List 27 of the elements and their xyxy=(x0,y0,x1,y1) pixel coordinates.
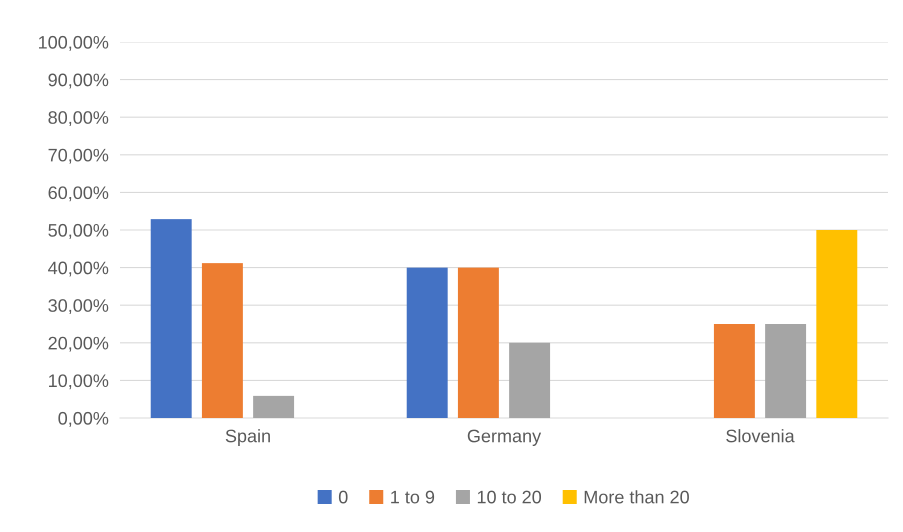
bar xyxy=(253,396,294,418)
y-tick-label: 0,00% xyxy=(58,412,108,427)
y-tick-label: 10,00% xyxy=(49,374,108,390)
legend-label: More than 20 xyxy=(584,490,689,504)
y-tick-label: 50,00% xyxy=(48,224,108,239)
legend-label: 0 xyxy=(338,490,348,504)
y-tick-label: 20,00% xyxy=(48,336,108,352)
bar xyxy=(765,324,806,418)
x-tick-label: Germany xyxy=(468,430,542,446)
y-tick-label: 80,00% xyxy=(48,111,108,126)
legend-label: 10 to 20 xyxy=(478,490,542,504)
bar xyxy=(714,324,755,418)
bar xyxy=(406,268,448,418)
bar xyxy=(202,263,243,418)
bar xyxy=(816,230,858,418)
y-tick-label: 40,00% xyxy=(48,262,108,276)
bar xyxy=(150,219,192,418)
y-tick-label: 60,00% xyxy=(48,186,108,202)
legend-label: 1 to 9 xyxy=(391,490,434,504)
y-tick-label: 30,00% xyxy=(48,299,108,314)
bar xyxy=(509,342,550,418)
x-tick-label: Spain xyxy=(226,429,270,446)
x-tick-label: Slovenia xyxy=(726,429,795,442)
bar xyxy=(458,268,499,418)
y-tick-label: 90,00% xyxy=(48,74,108,88)
y-tick-label: 70,00% xyxy=(48,148,108,164)
y-tick-label: 100,00% xyxy=(38,36,108,51)
